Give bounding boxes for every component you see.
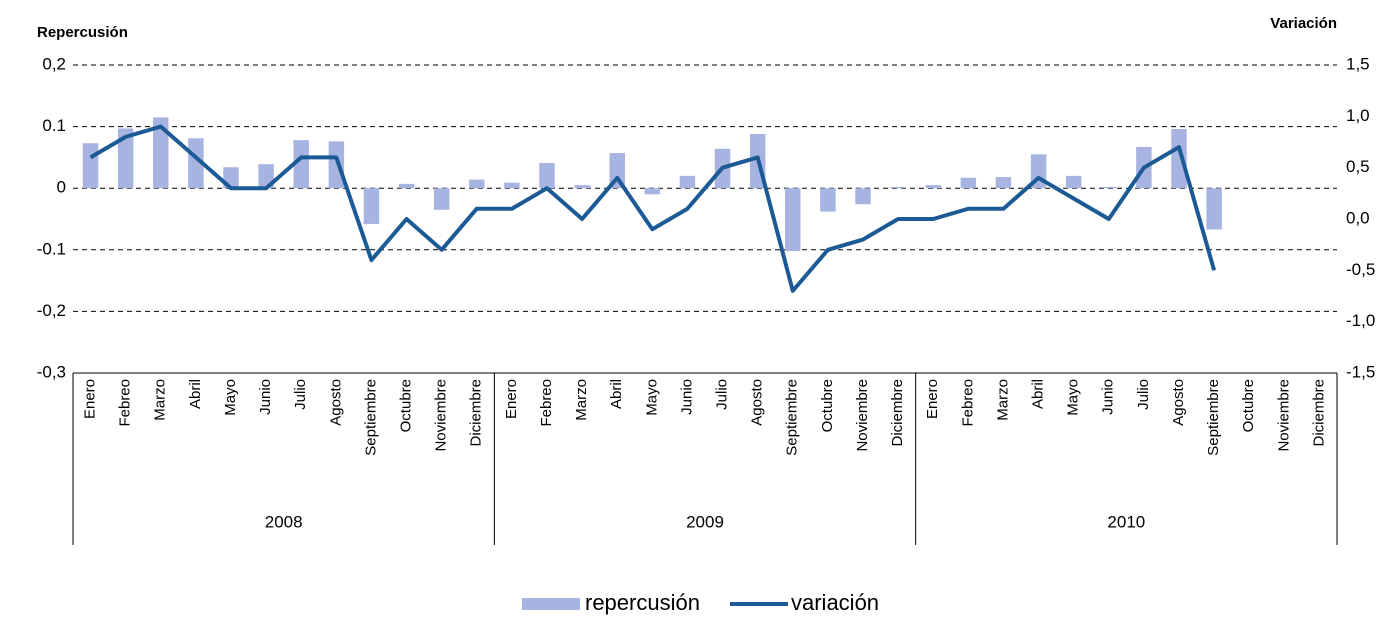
x-tick-label: Marzo <box>994 379 1011 421</box>
x-tick-label: Abril <box>608 379 625 409</box>
x-tick-label: Julio <box>714 379 731 410</box>
y2-tick-label: 0,0 <box>1346 208 1370 227</box>
bar <box>855 188 871 205</box>
bar <box>679 175 696 189</box>
x-tick-label: Julio <box>292 379 309 410</box>
x-tick-label: Noviembre <box>1275 379 1292 452</box>
x-tick-label: Mayo <box>1065 379 1082 416</box>
x-tick-label: Octubre <box>398 379 415 432</box>
bar <box>995 177 1012 189</box>
bar <box>363 188 380 224</box>
y2-tick-label: 0,5 <box>1346 157 1370 176</box>
x-tick-label: Enero <box>82 379 99 419</box>
bar <box>328 141 345 189</box>
bar <box>574 185 590 189</box>
x-tick-label: Diciembre <box>1310 379 1327 447</box>
x-group-label: 2008 <box>265 512 303 531</box>
bar <box>1171 129 1187 189</box>
x-tick-label: Julio <box>1135 379 1152 410</box>
bar <box>925 185 941 189</box>
x-tick-label: Septiembre <box>362 379 379 456</box>
bar <box>890 186 906 189</box>
x-tick-label: Mayo <box>643 379 660 416</box>
bar <box>1065 175 1082 189</box>
x-tick-label: Enero <box>924 379 941 419</box>
bar <box>1101 186 1117 189</box>
bar <box>960 177 977 189</box>
bar <box>82 143 99 189</box>
bar <box>1206 188 1222 230</box>
y2-tick-label: -1,0 <box>1346 311 1375 330</box>
x-tick-label: Noviembre <box>854 379 871 452</box>
y-tick-label: -0,3 <box>37 362 66 381</box>
x-tick-label: Febreo <box>959 379 976 427</box>
x-tick-label: Diciembre <box>889 379 906 447</box>
bar <box>785 188 801 252</box>
legend-label: repercusión <box>585 590 700 615</box>
x-tick-label: Junio <box>678 379 695 415</box>
bar <box>820 188 836 212</box>
y2-tick-label: -0,5 <box>1346 260 1375 279</box>
x-group-label: 2010 <box>1107 512 1145 531</box>
y-tick-label: 0.1 <box>42 116 66 135</box>
x-tick-label: Octubre <box>1240 379 1257 432</box>
bar <box>644 188 661 195</box>
x-tick-label: Marzo <box>152 379 169 421</box>
x-tick-label: Septiembre <box>784 379 801 456</box>
x-tick-label: Marzo <box>573 379 590 421</box>
bar <box>539 162 555 189</box>
bar <box>398 183 415 189</box>
y-axis-title: Repercusión <box>37 24 128 41</box>
legend-label: variación <box>791 590 879 615</box>
x-tick-label: Febreo <box>117 379 134 427</box>
x-tick-label: Diciembre <box>468 379 485 447</box>
x-tick-label: Septiembre <box>1205 379 1222 456</box>
x-tick-label: Agosto <box>749 379 766 426</box>
x-tick-label: Agosto <box>1170 379 1187 426</box>
y2-tick-label: 1,5 <box>1346 54 1370 73</box>
y-tick-label: 0 <box>57 178 66 197</box>
x-tick-label: Mayo <box>222 379 239 416</box>
legend-swatch <box>522 598 580 610</box>
bar <box>153 117 169 189</box>
bar <box>188 138 204 189</box>
y-tick-label: -0.1 <box>37 239 66 258</box>
bar <box>293 140 309 189</box>
bar <box>504 182 520 189</box>
y2-axis-title: Variación <box>1270 15 1337 32</box>
y2-tick-label: 1,0 <box>1346 106 1370 125</box>
x-tick-label: Enero <box>503 379 520 419</box>
y2-tick-label: -1,5 <box>1346 362 1375 381</box>
x-tick-label: Febreo <box>538 379 555 427</box>
x-tick-label: Abril <box>187 379 204 409</box>
bar <box>433 188 450 210</box>
y-tick-label: -0,2 <box>37 301 66 320</box>
x-group-label: 2009 <box>686 512 724 531</box>
x-tick-label: Noviembre <box>433 379 450 452</box>
bar <box>469 179 485 189</box>
x-tick-label: Agosto <box>327 379 344 426</box>
line <box>89 124 1217 293</box>
bar <box>117 128 134 189</box>
x-tick-label: Octubre <box>819 379 836 432</box>
x-tick-label: Junio <box>1100 379 1117 415</box>
x-tick-label: Abril <box>1030 379 1047 409</box>
y-tick-label: 0,2 <box>42 54 66 73</box>
x-tick-label: Junio <box>257 379 274 415</box>
